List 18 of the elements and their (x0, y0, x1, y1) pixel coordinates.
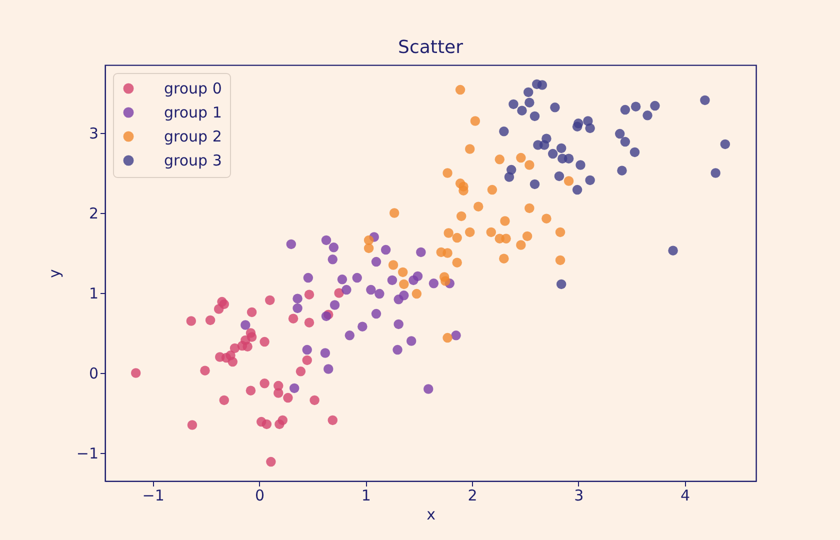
y-tick-label: 2 (88, 204, 98, 222)
y-tick-label: 0 (88, 364, 98, 382)
legend-label: group 2 (164, 128, 222, 146)
legend-label: group 3 (164, 152, 222, 170)
y-tick-label: 1 (88, 284, 98, 302)
chart-title: Scatter (398, 37, 464, 58)
y-tick-label: −1 (76, 444, 98, 462)
legend-label: group 0 (164, 80, 222, 98)
x-tick-label: 1 (361, 486, 371, 504)
x-tick-label: 2 (468, 486, 478, 504)
x-tick-label: −1 (142, 486, 164, 504)
x-tick-label: 0 (254, 486, 265, 504)
x-tick-label: 4 (680, 486, 690, 504)
legend-label: group 1 (164, 104, 222, 122)
y-axis-title: y (45, 268, 64, 278)
x-axis-title: x (426, 506, 436, 524)
x-tick-label: 3 (574, 486, 584, 504)
y-tick-label: 3 (88, 124, 98, 142)
